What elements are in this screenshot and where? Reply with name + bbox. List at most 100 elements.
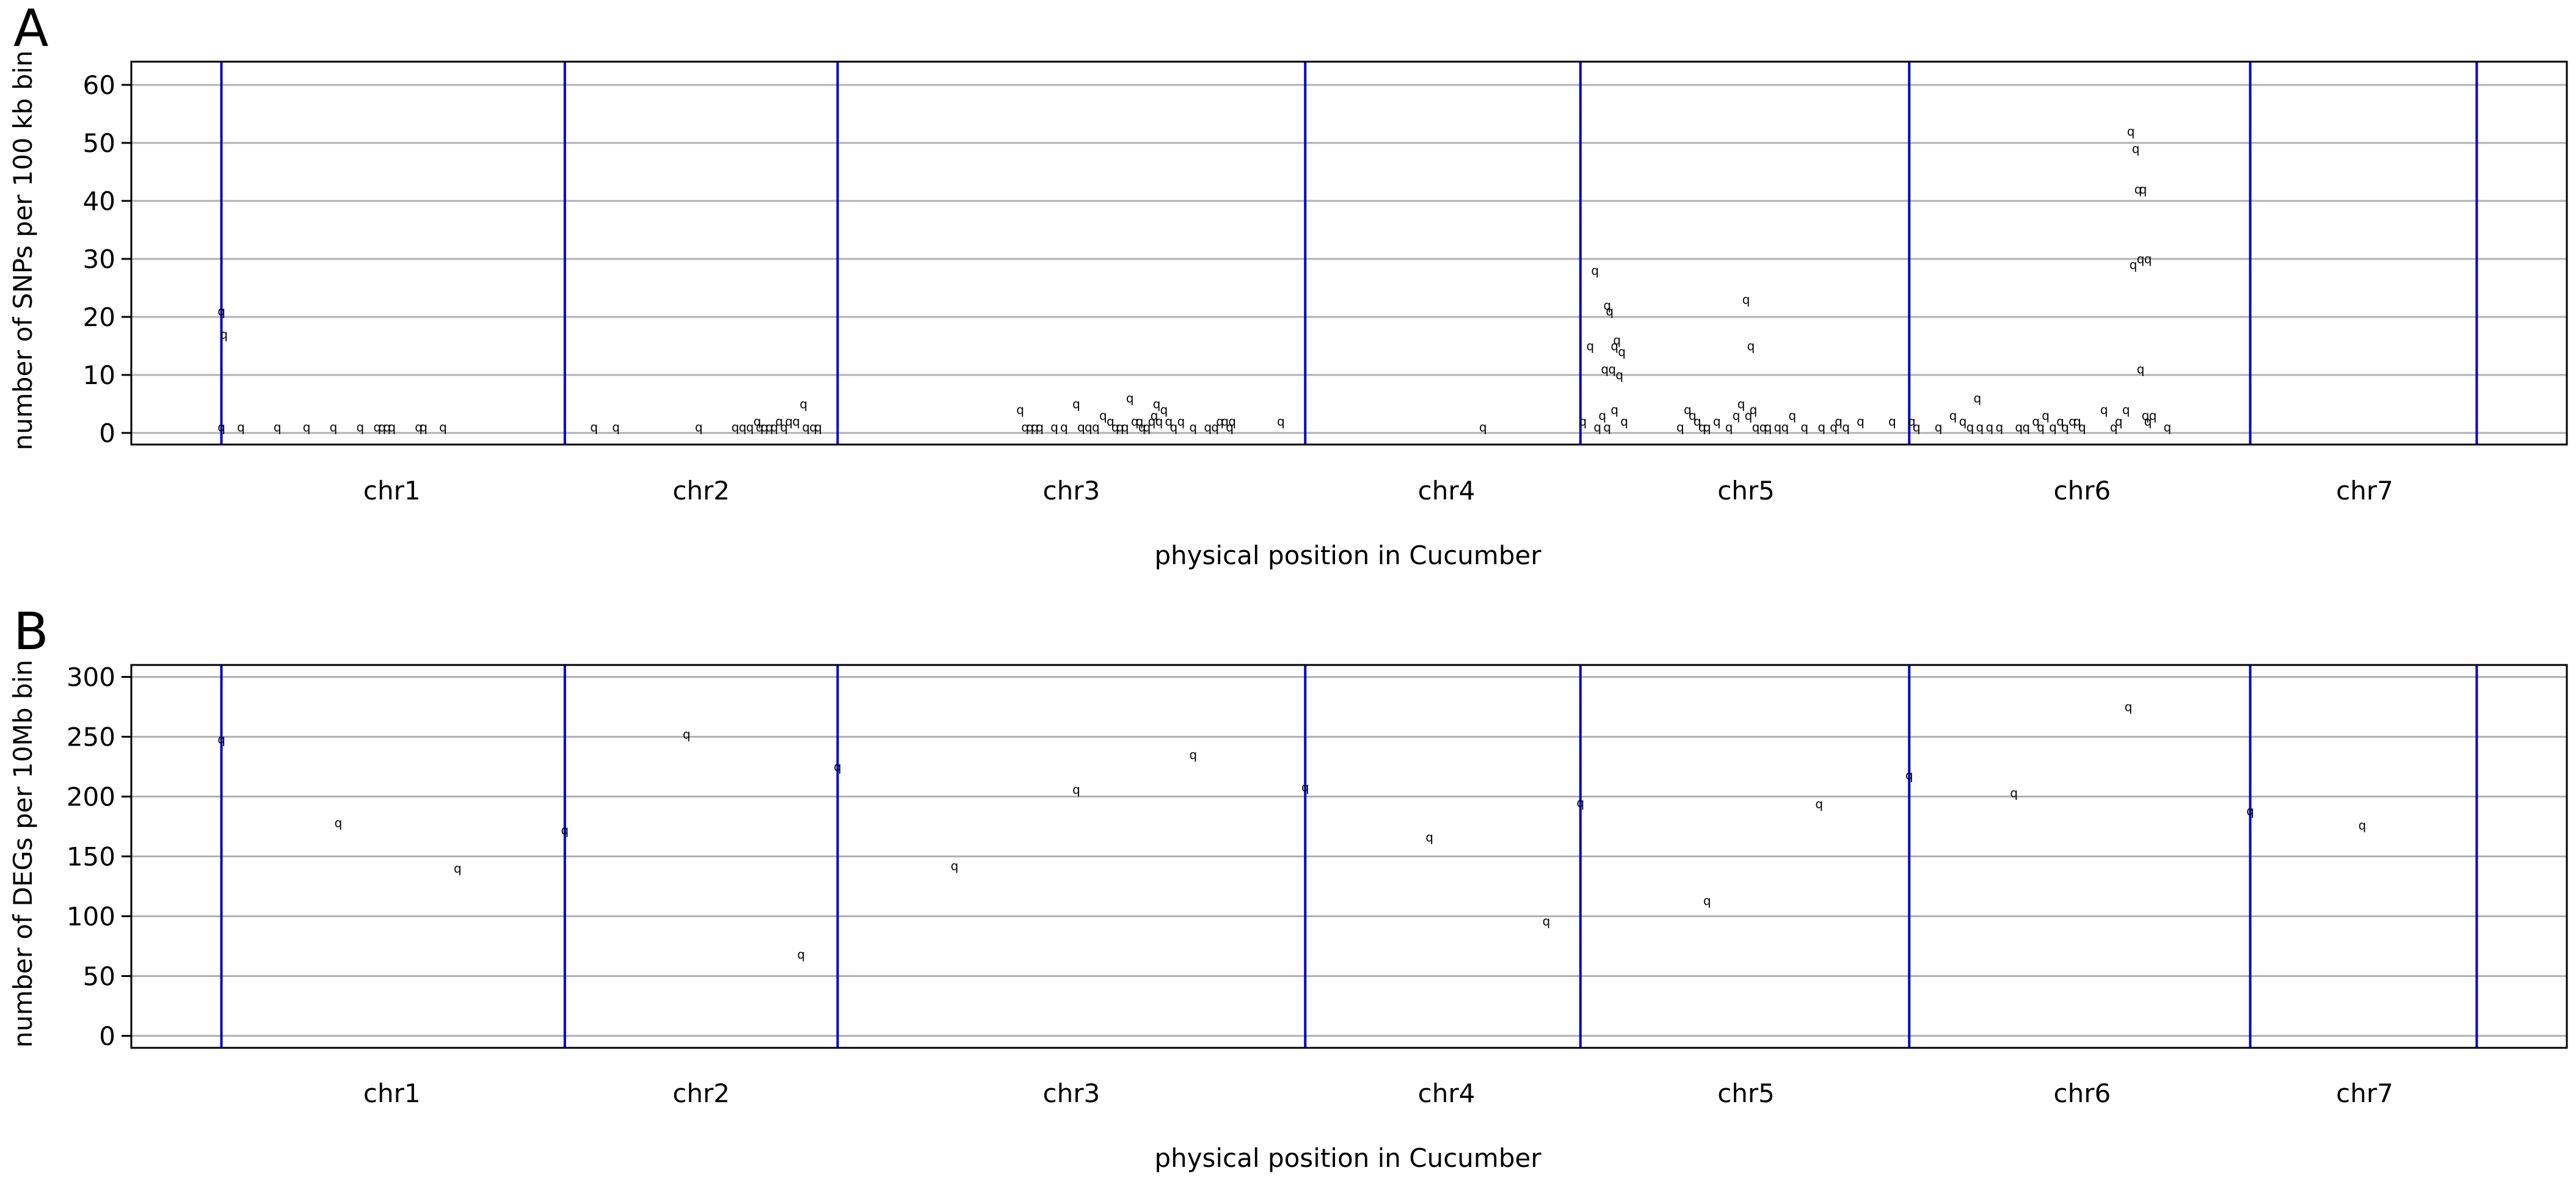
panel-a-data-point: q <box>1698 420 1706 435</box>
panel-a-data-point: q <box>2042 409 2050 423</box>
panel-a-data-point: q <box>1737 397 1745 412</box>
panel-a-data-point: q <box>1112 420 1119 435</box>
panel-a-data-point: q <box>2149 409 2157 423</box>
panel-a-data-point: q <box>1092 420 1100 435</box>
panel-b-data-point: q <box>2246 804 2254 818</box>
panel-a-data-point: q <box>2122 402 2130 417</box>
panel-a-data-point: q <box>1835 414 1843 429</box>
panel-a-data-point: q <box>1759 420 1767 435</box>
panel-a-data-point: q <box>1603 298 1611 313</box>
panel-a-data-point: q <box>1165 414 1173 429</box>
panel-a-data-point: q <box>2134 182 2142 197</box>
panel-a-data-point: q <box>1613 333 1621 347</box>
panel-a-data-point: q <box>1031 420 1039 435</box>
panel-a-data-point: q <box>2032 414 2040 429</box>
panel-a-data-point: q <box>1228 414 1236 429</box>
panel-a-data-point: q <box>1060 420 1068 435</box>
panel-a-data-point: q <box>1138 420 1146 435</box>
panel-a-data-point: q <box>1131 414 1139 429</box>
panel-a-data-point: q <box>2142 409 2150 423</box>
panel-a-data-point: q <box>357 420 365 435</box>
panel-a-data-point: q <box>2137 362 2145 377</box>
panel-b-data-point: q <box>561 823 569 837</box>
panel-a-data-point: q <box>1774 420 1782 435</box>
panel-a-data-point: q <box>590 420 598 435</box>
panel-a-data-point: q <box>1603 420 1611 435</box>
panel-b-data-point: q <box>1905 768 1913 782</box>
panel-a-data-point: q <box>2049 420 2057 435</box>
panel-a-data-point: q <box>274 420 282 435</box>
panel-a-data-point: q <box>1586 339 1594 354</box>
panel-a-data-point: q <box>1967 420 1974 435</box>
panel-a-data-point: q <box>1615 368 1623 382</box>
panel-b-chromosome-label: chr6 <box>2054 1078 2111 1108</box>
panel-a-data-point: q <box>1277 414 1285 429</box>
panel-b-y-tick-label: 150 <box>67 842 115 872</box>
panel-a-y-tick-label: 0 <box>99 418 115 448</box>
panel-b-data-point: q <box>683 727 691 742</box>
panel-a-data-point: q <box>1155 414 1163 429</box>
panel-a-data-point: q <box>775 414 783 429</box>
panel-a-data-point: q <box>612 420 620 435</box>
panel-a-x-axis-label: physical position in Cucumber <box>1154 540 1541 570</box>
panel-a-data-point: q <box>1121 420 1129 435</box>
panel-a-data-point: q <box>1713 414 1721 429</box>
panel-a-data-point: q <box>802 420 810 435</box>
panel-a-data-point: q <box>1160 402 1168 417</box>
panel-a-data-point: q <box>1216 414 1224 429</box>
panel-b-data-point: q <box>797 947 805 962</box>
panel-a-data-point: q <box>1204 420 1212 435</box>
panel-b-y-tick-label: 200 <box>67 782 115 812</box>
panel-a-chromosome-label: chr2 <box>672 476 730 506</box>
panel-b-data-point: q <box>2359 818 2367 833</box>
panel-a-data-point: q <box>754 414 762 429</box>
panel-a-data-point: q <box>1591 263 1599 278</box>
panel-a-data-point: q <box>2056 414 2064 429</box>
panel-a-data-point: q <box>1694 414 1701 429</box>
panel-a-y-tick-label: 30 <box>83 244 115 274</box>
panel-a-data-point: q <box>1842 420 1850 435</box>
panel-a-data-point: q <box>1742 292 1750 307</box>
panel-a-data-point: q <box>2037 420 2045 435</box>
panel-b-chromosome-label: chr7 <box>2336 1078 2393 1108</box>
panel-a-data-point: q <box>1170 420 1178 435</box>
panel-a-data-point: q <box>2100 402 2108 417</box>
panel-a-data-point: q <box>1107 414 1115 429</box>
panel-a-data-point: q <box>1601 362 1609 377</box>
panel-a-data-point: q <box>1608 362 1616 377</box>
panel-a-data-point: q <box>1764 420 1772 435</box>
panel-a-data-point: q <box>1085 420 1093 435</box>
panel-a-data-point: q <box>1985 420 1993 435</box>
panel-a-data-point: q <box>1733 409 1741 423</box>
panel-a-data-point: q <box>1099 409 1107 423</box>
panel-a-chromosome-label: chr3 <box>1043 476 1101 506</box>
panel-a-data-point: q <box>785 414 793 429</box>
panel-a-data-point: q <box>756 420 764 435</box>
panel-b-y-tick-label: 50 <box>83 961 115 991</box>
panel-a-data-point: q <box>1618 344 1626 359</box>
panel-b-chromosome-label: chr1 <box>363 1078 421 1108</box>
panel-a-data-point: q <box>1752 420 1760 435</box>
panel-a-data-point: q <box>1593 420 1601 435</box>
panel-a-data-point: q <box>770 420 778 435</box>
panel-a-data-point: q <box>1126 391 1134 405</box>
panel-a-data-point: q <box>2164 420 2172 435</box>
panel-a-data-point: q <box>2144 252 2152 266</box>
panel-a-data-point: q <box>1189 420 1197 435</box>
panel-a-data-point: q <box>415 420 423 435</box>
panel-a-chromosome-label: chr7 <box>2336 476 2393 506</box>
panel-a-data-point: q <box>1221 414 1229 429</box>
panel-a-data-point: q <box>303 420 311 435</box>
panel-a-data-point: q <box>1148 414 1156 429</box>
panel-a-data-point: q <box>330 420 338 435</box>
panel-a-data-point: q <box>1974 391 1982 405</box>
panel-a-data-point: q <box>1072 397 1080 412</box>
panel-a-data-point: q <box>220 327 228 342</box>
panel-b-y-tick-label: 0 <box>99 1021 115 1051</box>
panel-a-data-point: q <box>1800 420 1808 435</box>
panel-b-data-point: q <box>1072 782 1080 797</box>
panel-a-data-point: q <box>1949 409 1957 423</box>
panel-a-chromosome-label: chr1 <box>363 476 421 506</box>
panel-a-data-point: q <box>1016 402 1024 417</box>
